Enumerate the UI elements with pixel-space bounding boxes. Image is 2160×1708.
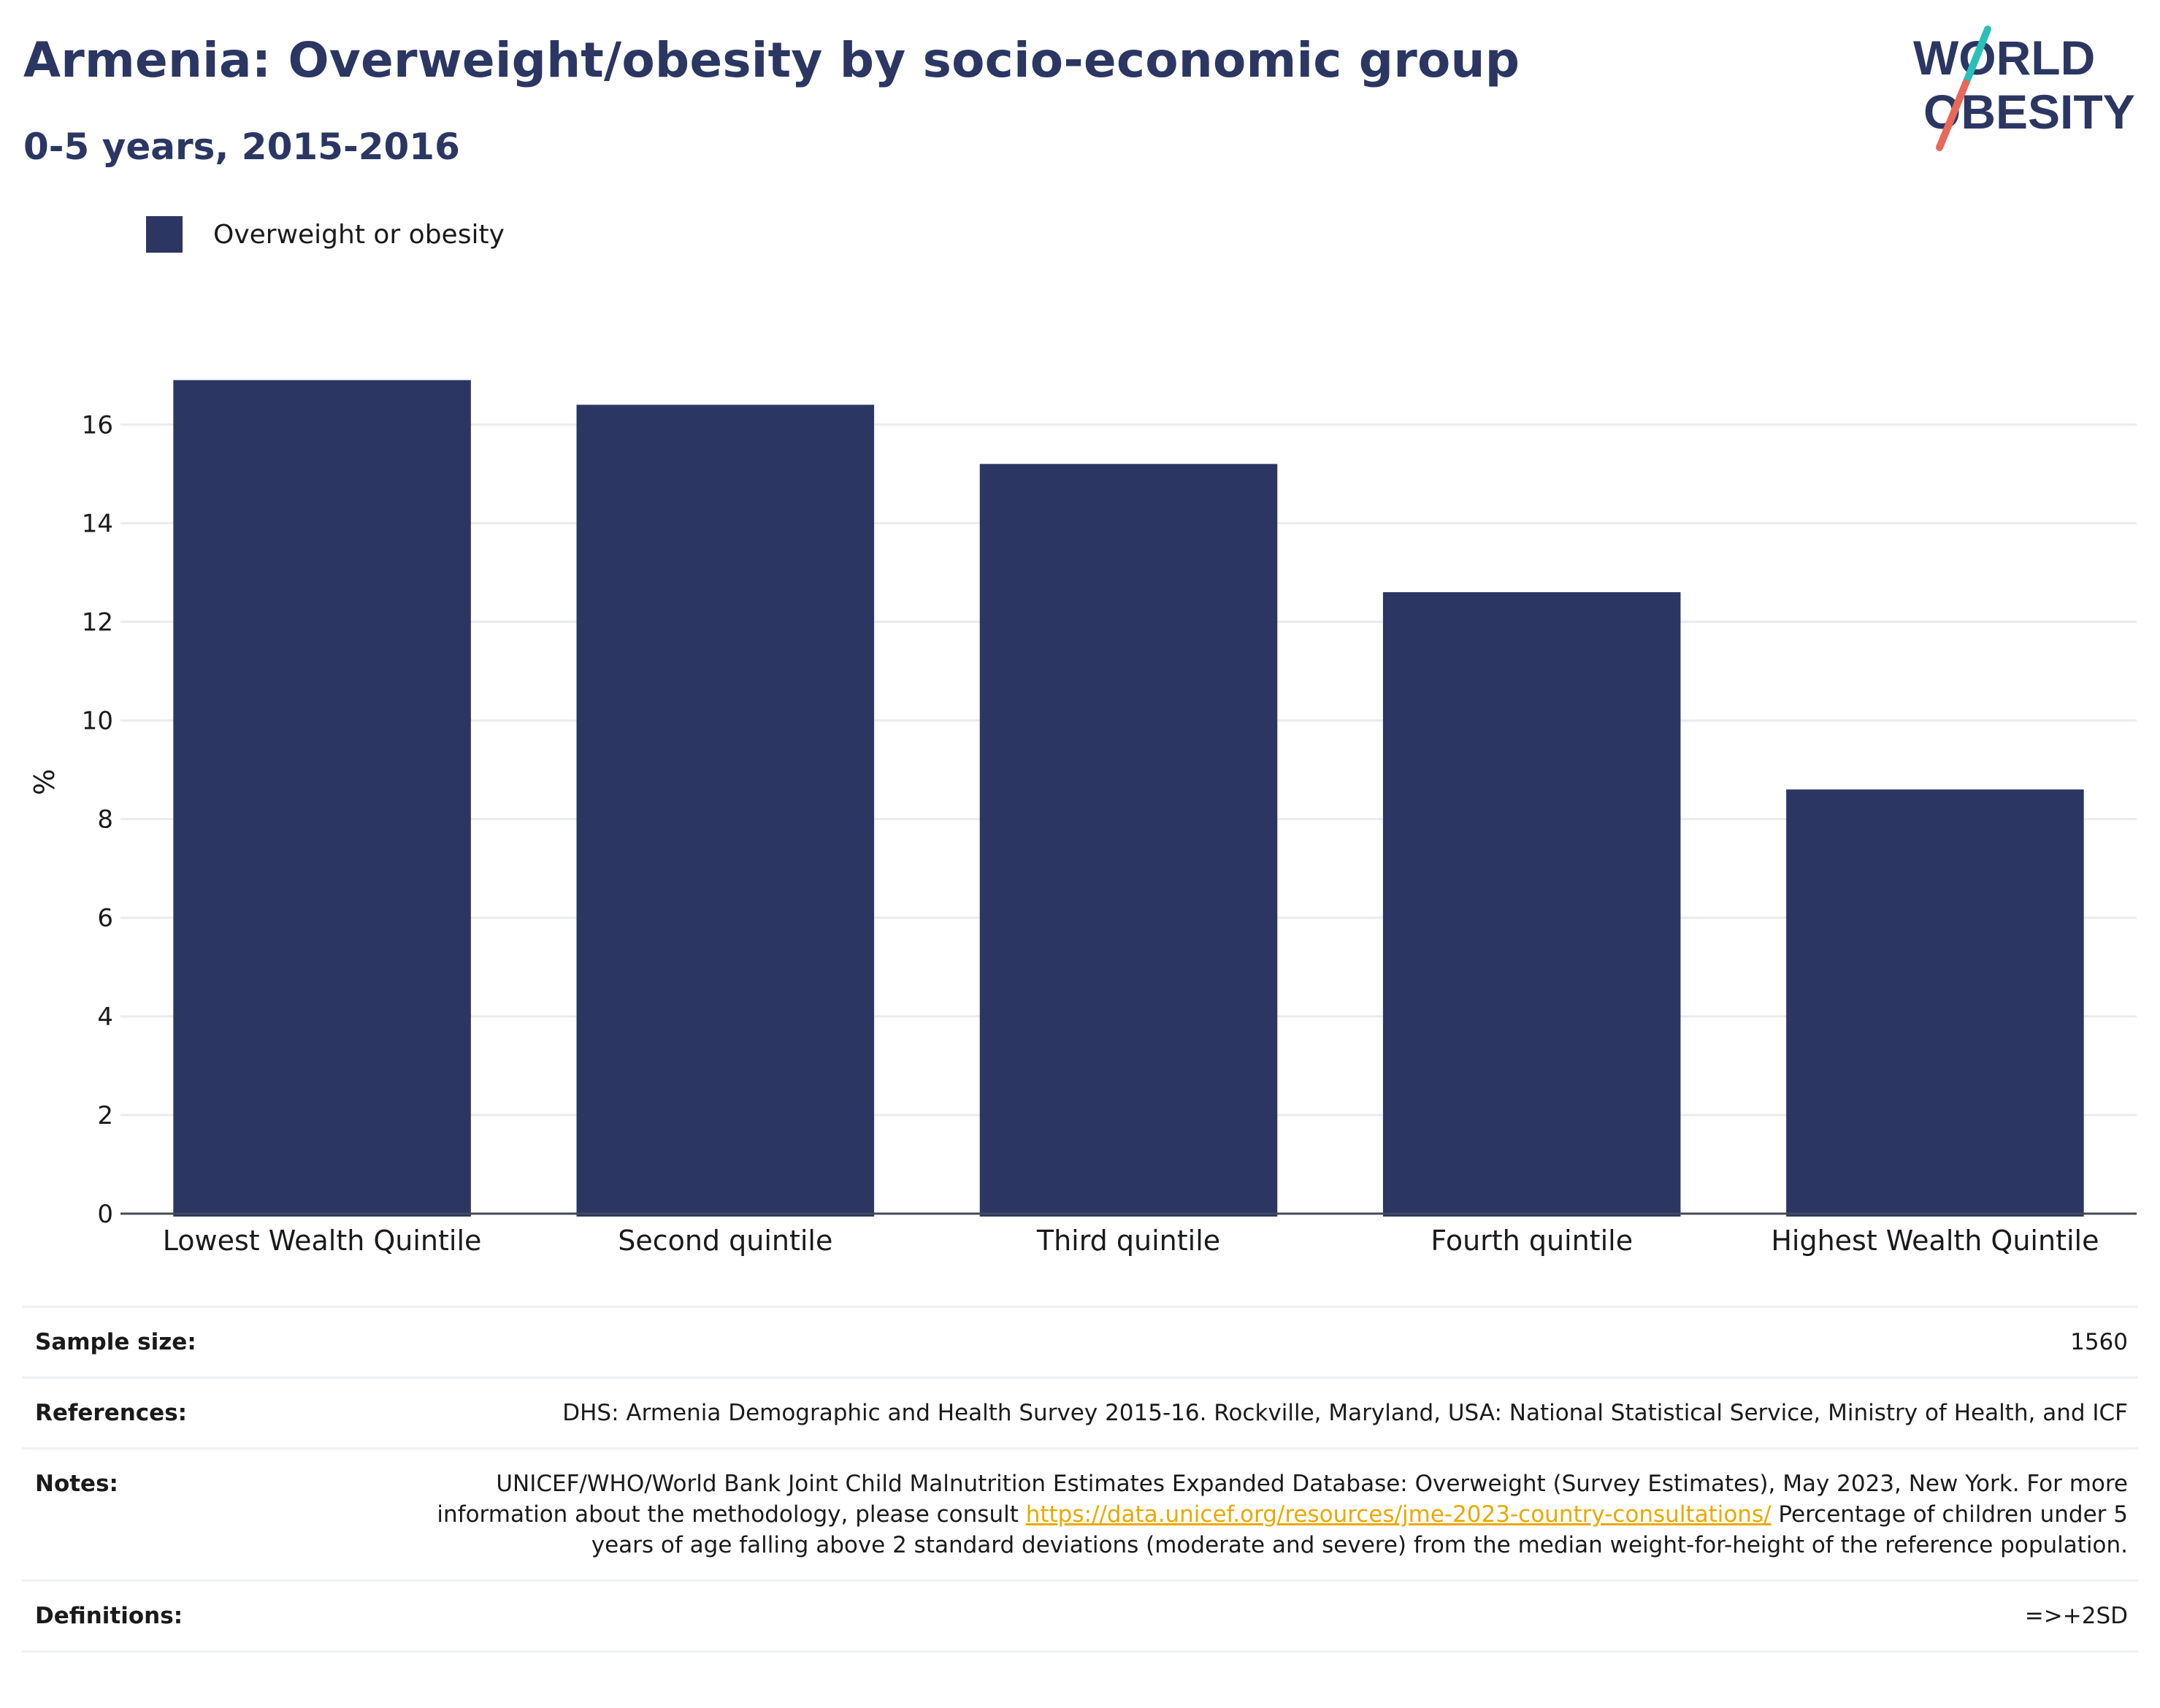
references-value: DHS: Armenia Demographic and Health Surv… bbox=[562, 1400, 2128, 1426]
y-tick-label: 4 bbox=[97, 1003, 113, 1032]
definitions-label: Definitions: bbox=[35, 1603, 183, 1629]
sample-size-label: Sample size: bbox=[35, 1329, 196, 1355]
y-tick-label: 10 bbox=[82, 707, 113, 736]
legend-swatch bbox=[146, 216, 183, 253]
y-axis-label: % bbox=[28, 769, 61, 795]
sample-size-value: 1560 bbox=[2070, 1329, 2128, 1355]
x-tick-label: Second quintile bbox=[618, 1225, 832, 1256]
y-tick-label: 14 bbox=[82, 509, 113, 538]
y-tick-label: 16 bbox=[82, 410, 113, 440]
bar-chart: 0 2 4 6 8 10 12 14 16% Lowest Wealth Quintile Seco… bbox=[28, 380, 2137, 1256]
bar[interactable] bbox=[173, 380, 471, 1217]
notes-label: Notes: bbox=[35, 1471, 118, 1497]
notes-text-2: Percentage of children under 5 years of … bbox=[591, 1501, 2128, 1558]
bar[interactable] bbox=[979, 464, 1278, 1217]
logo-slash-teal bbox=[1962, 26, 1991, 87]
logo-line-1: WORLD bbox=[1913, 31, 2095, 85]
chart-subtitle: 0-5 years, 2015-2016 bbox=[23, 126, 460, 168]
definitions-value: =>+2SD bbox=[2024, 1603, 2128, 1629]
bar[interactable] bbox=[1382, 591, 1681, 1217]
sample-size-row: Sample size: 1560 bbox=[22, 1306, 2138, 1376]
notes-text-1: UNICEF/WHO/World Bank Joint Child Malnut… bbox=[437, 1471, 2128, 1528]
bar[interactable] bbox=[1786, 789, 2084, 1217]
bar[interactable] bbox=[576, 405, 875, 1217]
y-tick-label: 8 bbox=[97, 805, 113, 835]
x-tick-label: Fourth quintile bbox=[1431, 1225, 1633, 1256]
references-row: References: DHS: Armenia Demographic and… bbox=[22, 1376, 2138, 1447]
legend-label: Overweight or obesity bbox=[213, 219, 505, 250]
chart-title: Armenia: Overweight/obesity by socio-eco… bbox=[23, 32, 1520, 88]
notes-value: UNICEF/WHO/World Bank Joint Child Malnut… bbox=[371, 1468, 2128, 1560]
y-tick-label: 2 bbox=[97, 1101, 113, 1130]
y-tick-label: 6 bbox=[97, 904, 113, 933]
notes-link[interactable]: https://data.unicef.org/resources/jme-20… bbox=[1025, 1501, 1772, 1528]
legend[interactable]: Overweight or obesity bbox=[146, 216, 505, 253]
x-tick-label: Third quintile bbox=[1036, 1225, 1220, 1256]
definitions-row: Definitions: =>+2SD bbox=[22, 1579, 2138, 1653]
x-tick-label: Lowest Wealth Quintile bbox=[163, 1225, 482, 1256]
y-tick-label: 12 bbox=[82, 608, 113, 637]
references-label: References: bbox=[35, 1400, 188, 1426]
y-tick-label: 0 bbox=[97, 1200, 113, 1229]
world-obesity-logo: WORLD OBESITY bbox=[1913, 26, 2135, 151]
metadata-table: Sample size: 1560 References: DHS: Armen… bbox=[22, 1306, 2138, 1653]
notes-row: Notes: UNICEF/WHO/World Bank Joint Child… bbox=[22, 1447, 2138, 1579]
logo-slash-coral bbox=[1936, 80, 1969, 151]
x-tick-label: Highest Wealth Quintile bbox=[1771, 1225, 2099, 1256]
